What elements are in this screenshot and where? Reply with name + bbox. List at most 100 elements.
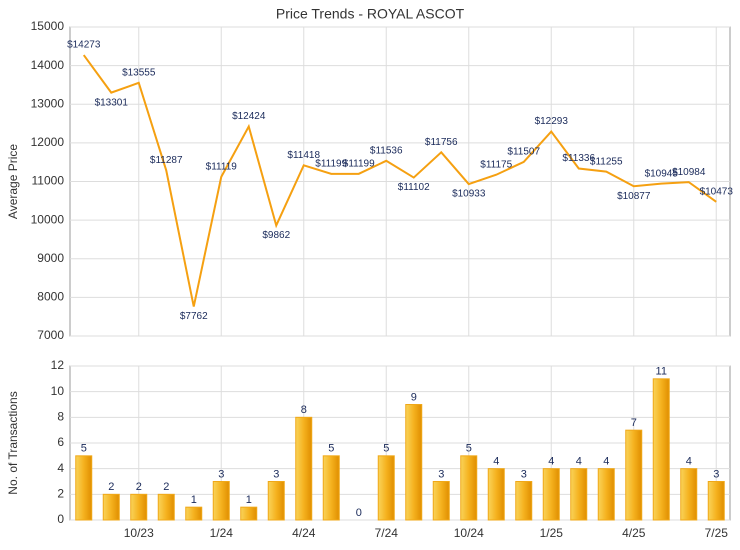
bar	[102, 493, 120, 521]
value-label: 8	[301, 404, 307, 416]
value-label: $7762	[180, 311, 208, 322]
y-tick-label: 6	[57, 435, 64, 449]
value-label: 5	[383, 443, 389, 455]
value-label: $11119	[206, 162, 238, 173]
x-tick-label: 1/24	[210, 526, 234, 540]
bar	[405, 404, 423, 521]
value-label: 3	[218, 468, 224, 480]
value-label: 0	[356, 507, 362, 519]
value-label: $11336	[562, 153, 595, 164]
y-tick-label: 12	[51, 358, 65, 372]
bar	[377, 455, 395, 521]
bar	[185, 506, 203, 521]
value-label: 5	[466, 443, 472, 455]
value-label: 3	[521, 468, 527, 480]
y-tick-label: 8000	[37, 290, 64, 304]
bar	[597, 468, 615, 521]
value-label: $11199	[343, 158, 375, 169]
value-label: $11418	[287, 150, 320, 161]
y-tick-label: 2	[57, 487, 64, 501]
value-label: 7	[631, 417, 637, 429]
value-label: 3	[273, 468, 279, 480]
x-tick-label: 10/23	[124, 526, 154, 540]
bar	[295, 416, 313, 521]
y-tick-label: 15000	[31, 19, 65, 33]
value-label: $12424	[232, 111, 266, 122]
value-label: $11287	[150, 155, 183, 166]
bar	[652, 378, 670, 521]
value-label: $10877	[617, 191, 651, 202]
bar	[212, 481, 230, 521]
value-label: 2	[136, 481, 142, 493]
bar	[432, 481, 450, 521]
y-tick-label: 10000	[31, 212, 65, 226]
y-tick-label: 12000	[31, 135, 65, 149]
y-tick-label: 8	[57, 410, 64, 424]
price-line	[82, 54, 717, 307]
value-label: $11255	[590, 156, 623, 167]
chart-title: Price Trends - ROYAL ASCOT	[276, 6, 465, 22]
y-tick-label: 13000	[31, 96, 65, 110]
value-label: $14273	[67, 40, 101, 51]
value-label: 9	[411, 391, 417, 403]
value-label: $13301	[95, 97, 129, 108]
x-tick-label: 4/24	[292, 526, 316, 540]
value-label: 5	[81, 443, 87, 455]
value-label: 4	[686, 456, 692, 468]
bar	[130, 493, 148, 521]
value-label: $11175	[480, 159, 512, 170]
x-tick-label: 7/25	[705, 526, 729, 540]
value-label: 3	[713, 468, 719, 480]
x-tick-label: 1/25	[540, 526, 564, 540]
value-label: 1	[191, 494, 197, 506]
value-label: 3	[438, 468, 444, 480]
y-axis-title: No. of Transactions	[6, 391, 20, 494]
value-label: $13555	[122, 67, 156, 78]
value-label: 11	[656, 366, 667, 378]
value-label: 1	[246, 494, 252, 506]
y-tick-label: 14000	[31, 58, 65, 72]
bar	[322, 455, 340, 521]
y-tick-label: 4	[57, 461, 64, 475]
value-label: $10473	[700, 186, 734, 197]
bar	[625, 429, 643, 521]
x-tick-label: 10/24	[454, 526, 484, 540]
value-label: $11756	[425, 137, 458, 148]
bar	[542, 468, 560, 521]
value-label: $10933	[452, 189, 486, 200]
value-label: $11536	[370, 145, 403, 156]
y-tick-label: 9000	[37, 251, 64, 265]
y-tick-label: 0	[57, 512, 64, 526]
value-label: 4	[548, 456, 554, 468]
value-label: 5	[328, 443, 334, 455]
value-label: $11507	[507, 147, 540, 158]
value-label: $10945	[645, 168, 679, 179]
bar	[460, 455, 478, 521]
y-tick-label: 7000	[37, 328, 64, 342]
bar	[707, 481, 725, 521]
bar	[240, 506, 258, 521]
bar	[487, 468, 505, 521]
bar	[680, 468, 698, 521]
x-tick-label: 4/25	[622, 526, 646, 540]
y-tick-label: 10	[51, 384, 65, 398]
bar	[570, 468, 588, 521]
bar	[267, 481, 285, 521]
value-label: $9862	[262, 230, 290, 241]
value-label: $11199	[315, 158, 347, 169]
value-label: 4	[493, 456, 499, 468]
value-label: 2	[108, 481, 114, 493]
bar	[157, 493, 175, 521]
x-tick-label: 7/24	[375, 526, 399, 540]
value-label: 4	[603, 456, 609, 468]
value-label: $10984	[672, 167, 706, 178]
bar	[515, 481, 533, 521]
value-label: $11102	[398, 182, 430, 193]
y-tick-label: 11000	[32, 174, 65, 188]
value-label: $12293	[535, 116, 569, 127]
value-label: 2	[163, 481, 169, 493]
bar	[75, 455, 93, 521]
value-label: 4	[576, 456, 582, 468]
y-axis-title: Average Price	[6, 144, 20, 219]
